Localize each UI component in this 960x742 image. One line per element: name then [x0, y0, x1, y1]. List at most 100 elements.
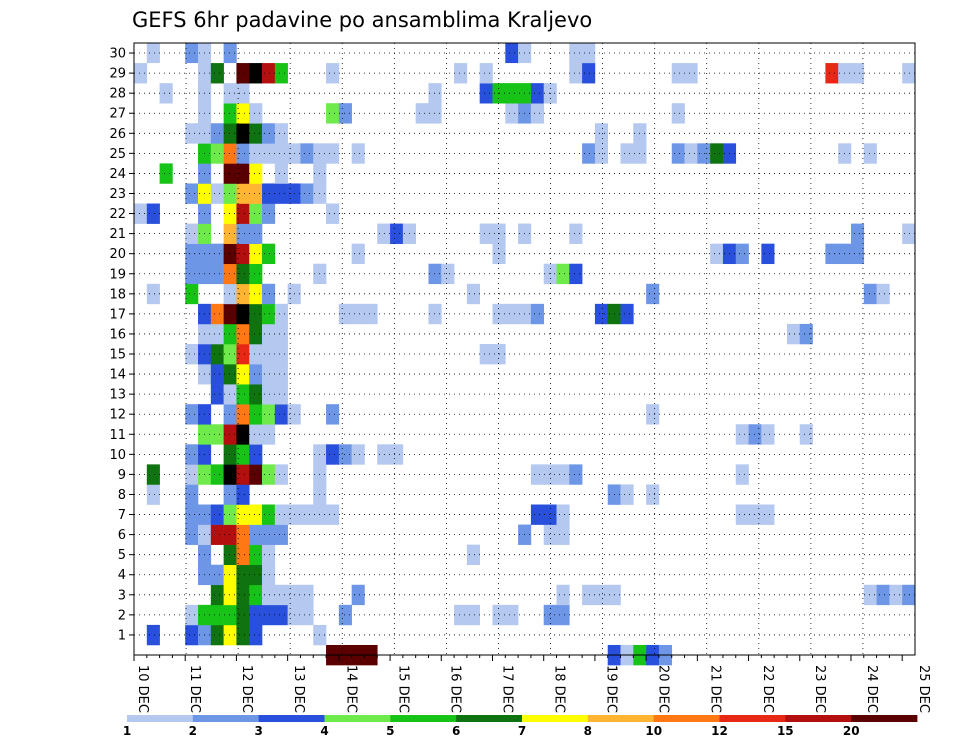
- heatmap-cell: [146, 43, 160, 64]
- heatmap-cell: [466, 604, 480, 626]
- heatmap-cell: [236, 63, 250, 84]
- y-tick-label: 29: [109, 67, 126, 82]
- heatmap-cell: [530, 464, 544, 485]
- heatmap-cell: [223, 123, 237, 144]
- heatmap-cell: [249, 323, 263, 345]
- heatmap-cell: [761, 424, 775, 445]
- colorbar-label: 12: [711, 724, 728, 738]
- x-tick-label: 25 DEC: [916, 665, 931, 713]
- x-tick-label: 24 DEC: [864, 665, 879, 713]
- heatmap-cell: [236, 123, 250, 144]
- y-tick-label: 15: [109, 348, 126, 363]
- heatmap-cell: [530, 303, 544, 325]
- heatmap-cell: [185, 343, 199, 365]
- heatmap-cell: [249, 504, 263, 525]
- heatmap-cell: [505, 103, 519, 124]
- heatmap-cell: [710, 143, 724, 164]
- heatmap-cell: [351, 143, 365, 164]
- heatmap-cell: [620, 143, 634, 164]
- colorbar-segment: [456, 715, 523, 722]
- heatmap-cell: [223, 143, 237, 164]
- heatmap-cell: [262, 283, 276, 305]
- heatmap-cell: [262, 564, 276, 586]
- heatmap-cell: [338, 444, 352, 465]
- heatmap-cell: [210, 303, 224, 325]
- colorbar-label: 15: [777, 724, 794, 738]
- y-tick-label: 16: [109, 327, 126, 342]
- heatmap-cell: [223, 564, 237, 586]
- heatmap-cell: [210, 464, 224, 485]
- heatmap-cell: [262, 604, 276, 626]
- heatmap-cell: [454, 63, 468, 84]
- heatmap-cell: [390, 444, 404, 465]
- heatmap-cell: [249, 524, 263, 545]
- heatmap-cell: [274, 303, 288, 325]
- heatmap-cell: [249, 183, 263, 204]
- heatmap-cell: [351, 303, 365, 325]
- heatmap-cell: [236, 143, 250, 164]
- heatmap-cell: [249, 564, 263, 586]
- heatmap-cell: [185, 464, 199, 485]
- colorbar-label: 10: [645, 724, 662, 738]
- y-tick-label: 22: [109, 207, 126, 222]
- heatmap-cell: [556, 504, 570, 525]
- colorbar-segment: [258, 715, 325, 722]
- y-tick-label: 18: [109, 287, 126, 302]
- heatmap-cell: [902, 63, 916, 84]
- heatmap-cell: [185, 43, 199, 64]
- x-tick-label: 14 DEC: [343, 665, 358, 713]
- heatmap-cell: [748, 504, 762, 525]
- heatmap-cell: [543, 504, 557, 525]
- heatmap-cell: [428, 83, 442, 104]
- heatmap-cell: [236, 624, 250, 646]
- heatmap-cell: [300, 584, 314, 606]
- heatmap-cell: [236, 303, 250, 325]
- heatmap-cell: [556, 524, 570, 545]
- heatmap-cell: [236, 203, 250, 224]
- heatmap-cell: [210, 624, 224, 646]
- heatmap-cell: [735, 504, 749, 525]
- heatmap-cell: [236, 263, 250, 285]
- heatmap-cell: [697, 143, 711, 164]
- heatmap-cell: [825, 63, 839, 84]
- heatmap-cell: [735, 424, 749, 445]
- heatmap-cell: [249, 343, 263, 365]
- y-tick-label: 10: [109, 448, 126, 463]
- colorbar-segment: [653, 715, 720, 722]
- heatmap-cell: [569, 43, 583, 64]
- colorbar-segment: [587, 715, 655, 722]
- heatmap-cell: [479, 343, 493, 365]
- heatmap-cell: [505, 604, 519, 626]
- heatmap-cell: [262, 424, 276, 445]
- heatmap-cell: [326, 103, 340, 124]
- colorbar-label: 5: [386, 724, 394, 738]
- y-tick-label: 14: [109, 368, 126, 383]
- heatmap-cell: [505, 83, 519, 104]
- y-tick-label: 5: [118, 548, 126, 563]
- heatmap-cell: [799, 424, 813, 445]
- colorbar-segment: [851, 715, 918, 722]
- heatmap-cell: [530, 504, 544, 525]
- heatmap-cell: [134, 203, 148, 224]
- heatmap-cell: [236, 404, 250, 425]
- heatmap-cell: [454, 604, 468, 626]
- heatmap-cell: [210, 584, 224, 606]
- heatmap-cells: [134, 43, 916, 666]
- heatmap-cell: [185, 223, 199, 244]
- heatmap-cell: [210, 323, 224, 345]
- x-tick-label: 11 DEC: [187, 665, 202, 713]
- y-tick-label: 28: [109, 87, 126, 102]
- colorbar-label: 8: [584, 724, 592, 738]
- heatmap-cell: [223, 263, 237, 285]
- heatmap-cell: [415, 103, 429, 124]
- heatmap-cell: [223, 624, 237, 646]
- heatmap-cell: [210, 384, 224, 405]
- dotted-grid: [134, 43, 915, 655]
- heatmap-cell: [223, 103, 237, 124]
- heatmap-cell: [249, 223, 263, 244]
- heatmap-cell: [223, 303, 237, 325]
- heatmap-cell: [223, 484, 237, 505]
- heatmap-cell: [863, 283, 877, 305]
- heatmap-cell: [236, 444, 250, 465]
- heatmap-cell: [262, 584, 276, 606]
